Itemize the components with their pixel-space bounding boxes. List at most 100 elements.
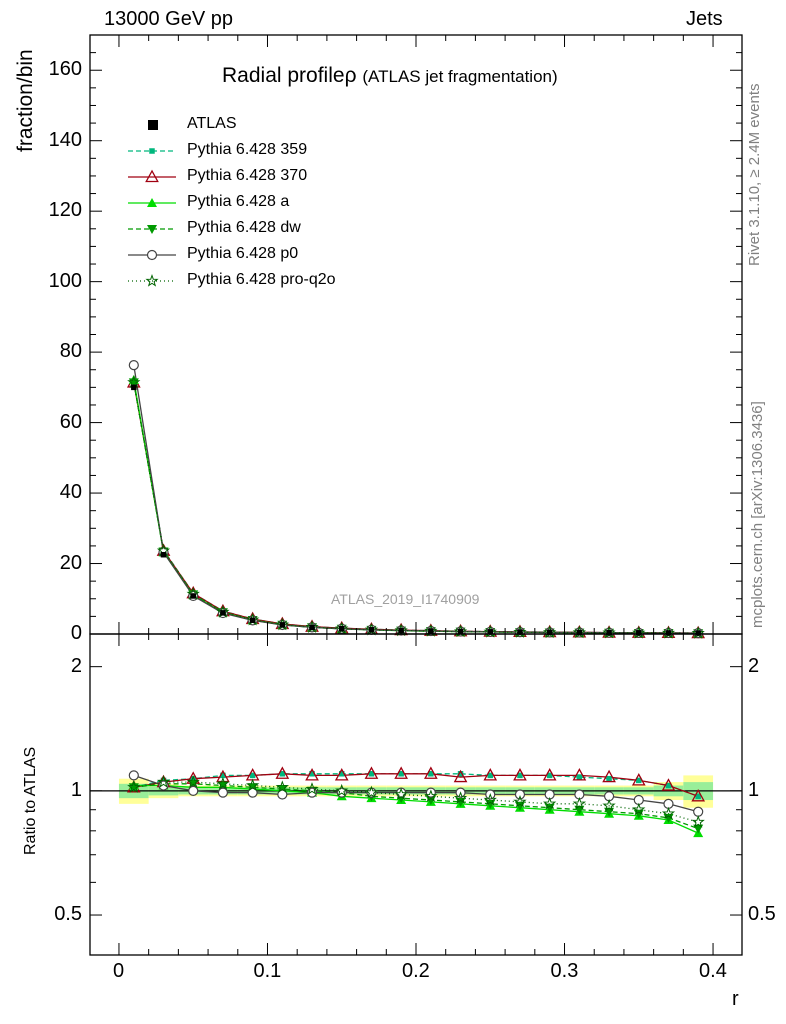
legend-marker-p0 [128,249,176,261]
x-tick-label: 0 [112,960,125,982]
rivet-version-label: Rivet 3.1.10, ≥ 2.4M events [746,83,763,267]
series-marker-ratio [602,769,616,783]
jets-label: Jets [686,8,723,30]
series-marker-ratio [394,766,408,779]
legend-item-359: Pythia 6.428 359 [128,139,388,163]
legend-item-dw: Pythia 6.428 dw [128,217,388,241]
legend-symbol [145,273,159,287]
data-point [190,593,196,599]
y-tick-label: 0 [70,622,82,644]
legend-marker-a [128,198,176,207]
series-marker-ratio [487,772,494,779]
series-marker-ratio [275,766,290,779]
chart-title-main: Radial profile [222,64,345,87]
series-marker-ratio [693,824,704,834]
ratio-y-axis-label: Ratio to ATLAS [22,746,39,855]
series-marker-ratio [424,766,438,779]
series-marker-ratio [661,778,676,791]
data-point [517,629,523,635]
series-marker-ratio [428,771,434,777]
series-marker-ratio [279,771,286,777]
series-marker-ratio [691,815,705,828]
legend-item-pro-q2o: Pythia 6.428 pro-q2o [128,269,388,293]
legend-label-p0: Pythia 6.428 p0 [187,245,299,262]
data-point [457,628,464,635]
series-marker-ratio [394,787,408,801]
series-marker-ratio [156,775,171,788]
y-tick-label: 140 [48,128,82,151]
legend-marker-pro-q2o [128,273,176,287]
data-point [695,630,701,636]
x-tick-label: 0.1 [253,960,282,982]
series-marker-ratio [334,768,349,781]
data-point [220,610,226,616]
series-marker-ratio [513,794,527,808]
series-marker-ratio [364,785,379,799]
series-marker-ratio [636,777,642,784]
series-marker-ratio [186,775,200,788]
legend-item-370: Pythia 6.428 370 [128,165,388,189]
series-marker-ratio [576,774,583,780]
series-marker-ratio [309,771,315,777]
series-line-ratio [133,783,699,830]
data-point [131,384,137,391]
series-marker-ratio [424,789,438,802]
mcplots-label: mcplots.cern.ch [arXiv:1306.3436] [749,401,766,628]
legend-label-a: Pythia 6.428 a [187,193,290,210]
series-marker-ratio [245,778,260,792]
series-marker-ratio [305,782,319,795]
series-marker-ratio [546,772,553,779]
series-marker-ratio [691,788,706,802]
x-tick-label: 0.4 [699,960,727,982]
series-marker-ratio [249,772,256,779]
y-tick-label: 80 [59,340,82,363]
data-point [576,629,583,636]
legend-label-dw: Pythia 6.428 dw [187,219,301,236]
x-axis-label: r [732,988,739,1010]
legend-label-atlas: ATLAS [187,115,237,132]
series-marker-ratio [216,776,230,790]
chart-title-note: (ATLAS jet fragmentation) [362,67,558,86]
series-marker-ratio [127,780,141,793]
series-line-ratio [133,773,699,797]
data-point [546,629,553,636]
legend-marker-370 [128,169,176,183]
data-point [428,628,434,634]
series-marker-ratio [217,787,229,798]
legend-symbol [147,198,157,207]
data-point [279,622,286,628]
y-axis-label: fraction/bin [14,49,37,152]
x-tick-label: 0.2 [402,960,430,982]
ratio-tick-label: 1 [70,778,82,801]
series-line-ratio [133,784,699,834]
series-marker-ratio [602,798,616,812]
ratio-tick-label: 0.5 [54,903,82,926]
legend-symbol [146,249,158,261]
series-marker-ratio [483,768,498,781]
series-marker-main [128,360,139,371]
series-marker-ratio [190,775,196,782]
series-marker-ratio [335,783,349,797]
chart-title: Radial profileρ (ATLAS jet fragmentation… [222,64,558,88]
series-marker-ratio [606,775,612,782]
y-tick-label: 60 [59,410,82,433]
series-marker-ratio [275,780,290,793]
series-marker-ratio [398,771,404,777]
ratio-tick-label: 2 [70,654,82,677]
legend-label-370: Pythia 6.428 370 [187,167,308,184]
legend-item-atlas: ATLAS [128,113,388,137]
axis-ticks [90,34,742,955]
ratio-tick-label-right: 2 [748,654,760,677]
series-marker-ratio [453,791,468,804]
series-marker-ratio [693,806,704,817]
legend-item-a: Pythia 6.428 a [128,191,388,215]
series-marker-ratio [368,771,375,777]
y-tick-label: 40 [59,481,82,504]
series-marker-ratio [453,769,468,783]
legend-symbol [149,148,155,154]
legend-marker-359 [128,148,176,154]
series-marker-ratio [632,802,646,816]
data-point [338,625,345,632]
series-marker-ratio [513,768,527,781]
